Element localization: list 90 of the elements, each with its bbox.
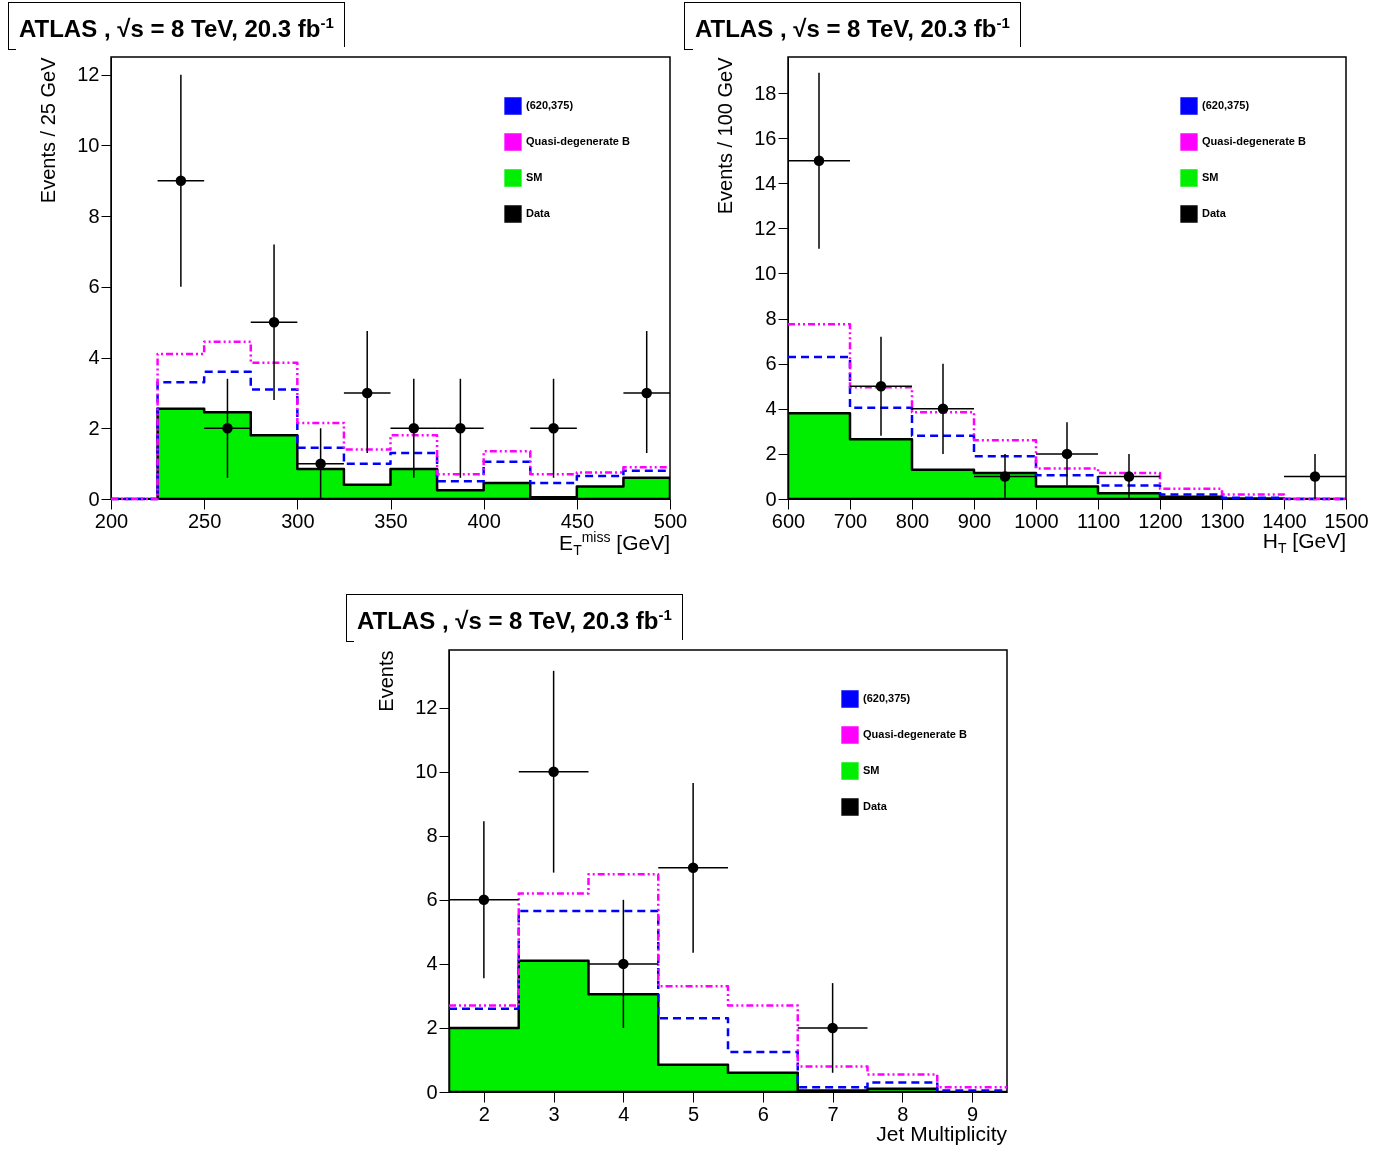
x-axis-title: E$_{T}$$^{miss}$ [GeV] [559,529,670,559]
x-tick-label: 1400 [1262,509,1307,532]
legend-label: SM [863,764,880,776]
x-tick-label: 500 [653,509,688,532]
point [827,1022,838,1034]
chart-title: ATLAS , √s = 8 TeV, 20.3 fb$^{-1}$ [8,2,345,50]
x-tick-label: 900 [957,509,992,532]
y-tick-label: 4 [426,952,438,975]
y-tick-label: 6 [426,888,438,911]
point [618,958,629,970]
point [641,387,652,399]
y-tick-label: 4 [765,397,777,420]
point [875,381,887,392]
y-tick-label: 8 [88,204,100,227]
point [813,155,825,166]
y-tick-label: 2 [765,442,777,465]
x-axis-title: H$_{T}$ [GeV] [1262,529,1346,557]
legend-label: Quasi-degenerate B [1202,135,1306,147]
y-tick-label: 2 [88,416,100,439]
point [478,894,490,906]
y-tick-label: 0 [765,487,777,510]
legend-label: (620,375) [1202,99,1250,111]
legend-label: Data [526,207,551,219]
y-tick-label: 16 [754,126,777,149]
point [1309,471,1321,482]
y-tick-label: 14 [754,171,777,194]
x-axis-title: Jet Multiplicity [876,1122,1007,1145]
legend-label: SM [526,171,543,183]
legend-label: Data [863,800,888,812]
x-tick-label: 300 [281,509,315,532]
y-axis-title: Events [375,650,398,712]
y-tick-label: 8 [426,824,438,847]
point [222,423,233,434]
point [548,766,559,777]
x-tick-label: 1200 [1138,509,1183,532]
chart-title: ATLAS , √s = 8 TeV, 20.3 fb$^{-1}$ [346,594,683,642]
y-tick-label: 12 [754,216,777,239]
point [548,423,559,434]
x-tick-label: 2 [478,1102,490,1125]
y-tick-label: 6 [88,275,100,298]
x-tick-label: 1100 [1076,509,1121,532]
point [361,387,373,399]
x-tick-label: 3 [548,1102,560,1125]
y-tick-label: 0 [88,487,100,510]
legend-label: SM [1202,171,1219,183]
legend-label: (620,375) [863,692,911,704]
y-tick-label: 10 [415,760,438,783]
point [315,458,326,469]
x-tick-label: 350 [374,509,408,532]
x-tick-label: 450 [560,509,595,532]
x-tick-label: 200 [94,509,129,532]
y-axis-title: Events / 25 GeV [37,56,60,204]
x-tick-label: 1300 [1200,509,1245,532]
point [175,175,187,186]
y-tick-label: 8 [765,307,777,330]
x-tick-label: 4 [618,1102,630,1125]
x-tick-label: 400 [467,509,501,532]
x-tick-label: 1000 [1014,509,1059,532]
legend-label: Quasi-degenerate B [863,728,967,740]
point [937,403,949,415]
point [268,316,280,328]
point [1123,471,1135,482]
legend-label: Quasi-degenerate B [526,135,630,147]
point [999,471,1011,482]
point [455,423,466,434]
point [408,423,420,434]
x-tick-label: 1500 [1324,509,1369,532]
point [1061,448,1073,460]
x-tick-label: 8 [897,1102,909,1125]
legend-label: (620,375) [526,99,574,111]
x-tick-label: 5 [688,1102,700,1125]
point [687,862,699,874]
x-tick-label: 7 [827,1102,839,1125]
y-tick-label: 4 [88,346,100,369]
y-tick-label: 6 [765,352,777,375]
chart-title: ATLAS , √s = 8 TeV, 20.3 fb$^{-1}$ [684,2,1021,50]
y-tick-label: 10 [754,261,777,284]
y-tick-label: 12 [415,696,438,719]
y-tick-label: 0 [426,1080,438,1103]
y-axis-title: Events / 100 GeV [714,56,737,215]
y-tick-label: 12 [77,63,100,86]
x-tick-label: 800 [895,509,930,532]
x-tick-label: 9 [967,1102,979,1125]
x-tick-label: 250 [187,509,222,532]
y-tick-label: 10 [77,133,100,156]
y-tick-label: 2 [426,1016,438,1039]
x-tick-label: 700 [833,509,868,532]
x-tick-label: 600 [771,509,806,532]
y-tick-label: 18 [754,81,777,104]
legend-label: Data [1202,207,1227,219]
